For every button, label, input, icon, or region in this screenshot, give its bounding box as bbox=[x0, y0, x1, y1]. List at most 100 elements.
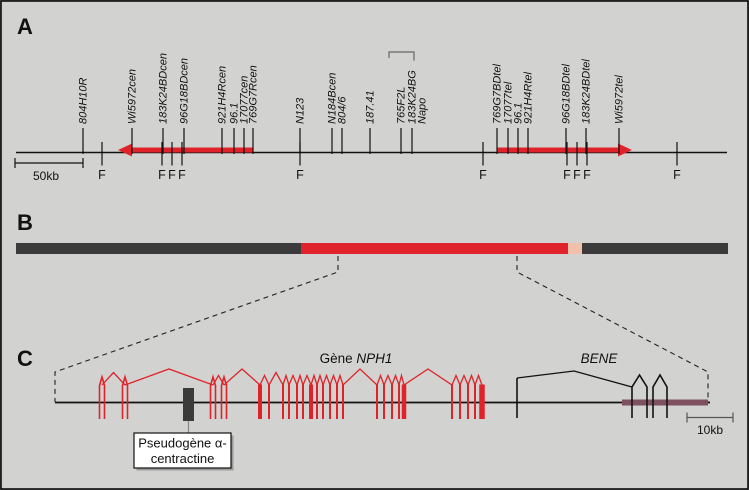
f-label: F bbox=[673, 168, 681, 182]
marker-label: Wi5972cen bbox=[127, 69, 139, 124]
marker-label: 769G7Rcen bbox=[248, 65, 260, 124]
arrowhead-left-icon bbox=[118, 143, 132, 157]
gene-nph1-prefix: Gène bbox=[320, 351, 357, 366]
zoom-dashed-connectors bbox=[54, 256, 709, 402]
marker-label: N184Bcen bbox=[327, 73, 339, 124]
pseudogene-callout: Pseudogène α- centractine bbox=[133, 432, 234, 471]
marker-label: 183K24BDcen bbox=[158, 53, 170, 124]
nph1-intron-chevron bbox=[322, 373, 331, 386]
marker-labels: 804H10R Wi5972cen 183K24BDcen 96G18BDcen 921… bbox=[78, 53, 626, 124]
nph1-intron-chevron bbox=[223, 368, 261, 386]
f-label: F bbox=[168, 168, 176, 182]
f-label: F bbox=[178, 168, 186, 182]
pseudogene-label-line1: Pseudogène α- bbox=[138, 436, 226, 451]
nph1-intron-chevron bbox=[474, 373, 483, 386]
nph1-intron-chevron bbox=[329, 373, 338, 386]
nph1-intron-chevron bbox=[302, 373, 312, 386]
nph1-intron-chevron bbox=[383, 373, 393, 386]
f-label: F bbox=[573, 168, 581, 182]
marker-label: 183K24BG bbox=[407, 70, 419, 124]
nph1-intron-chevron bbox=[459, 373, 469, 386]
nph1-intron-chevron bbox=[101, 371, 126, 386]
nph1-intron-chevron bbox=[288, 373, 298, 386]
marker-label: 921H4Rcen bbox=[217, 66, 229, 124]
marker-label: 183K24BDtel bbox=[581, 59, 593, 124]
marker-label: 17077cen bbox=[239, 76, 251, 124]
contig-segment-dark_bar bbox=[582, 243, 728, 254]
panel-c-letter: C bbox=[17, 346, 33, 371]
marker-label: 769G7BDtel bbox=[492, 64, 504, 124]
marker-label: Wi5972tel bbox=[614, 75, 626, 124]
panel-c: C Gène NPH1 BENE Pseudogène α- centracti… bbox=[17, 346, 734, 471]
nph1-intron-chevron bbox=[296, 373, 304, 386]
scalebar-10kb: 10kb bbox=[686, 412, 734, 437]
nph1-exon-house bbox=[209, 374, 217, 419]
marker-label: 921H4Rtel bbox=[523, 71, 535, 124]
nph1-intron-chevron bbox=[398, 372, 405, 386]
f-label: F bbox=[563, 168, 571, 182]
gene-bene-structure bbox=[516, 370, 668, 418]
bene-exon-house bbox=[652, 373, 668, 418]
pseudogene-callout-box bbox=[133, 432, 232, 469]
scalebar-50kb: 50kb bbox=[14, 158, 84, 183]
nph1-intron-chevron bbox=[467, 373, 476, 386]
nph1-intron-chevron bbox=[268, 371, 284, 386]
marker-label: 765F2L bbox=[396, 87, 408, 124]
marker-label: Napo bbox=[417, 98, 429, 124]
marker-label: 96G18BDtel bbox=[561, 64, 573, 124]
marker-label: 187.41 bbox=[365, 90, 377, 124]
nph1-exon-house bbox=[220, 374, 228, 419]
nph1-intron-chevron bbox=[310, 373, 318, 386]
marker-label: 804/6 bbox=[337, 96, 349, 124]
scalebar-label: 10kb bbox=[697, 423, 723, 437]
scalebar-label: 50kb bbox=[33, 169, 59, 183]
f-label: F bbox=[583, 168, 591, 182]
contig-segment-pink bbox=[568, 243, 582, 254]
nph1-intron-chevron bbox=[451, 373, 461, 386]
nph1-exon-house bbox=[121, 374, 129, 419]
nph1-intron-chevron bbox=[282, 373, 290, 386]
panel-b: B bbox=[16, 210, 728, 402]
maroon-segment-bar bbox=[622, 399, 708, 406]
bene-exon-house bbox=[631, 373, 648, 418]
marker-group-bracket bbox=[388, 51, 415, 61]
gene-nph1-title: Gène NPH1 bbox=[320, 351, 393, 366]
marker-label: 804H10R bbox=[78, 77, 90, 124]
gene-nph1-name: NPH1 bbox=[356, 351, 392, 366]
marker-label: 96.1 bbox=[229, 103, 241, 124]
nph1-intron-chevron bbox=[259, 373, 270, 386]
pseudogene-label-line2: centractine bbox=[151, 451, 215, 466]
nph1-intron-chevron bbox=[336, 373, 344, 386]
dashed-connector bbox=[516, 256, 709, 402]
f-label: F bbox=[158, 168, 166, 182]
nph1-intron-chevron bbox=[403, 368, 453, 386]
pseudogene-box bbox=[183, 388, 194, 421]
marker-label: 96.1 bbox=[513, 103, 525, 124]
bene-intron-line bbox=[516, 370, 633, 388]
arrowhead-right-icon bbox=[618, 143, 632, 157]
nph1-intron-chevron bbox=[391, 373, 400, 386]
panel-b-letter: B bbox=[17, 210, 33, 235]
nph1-intron-chevron bbox=[342, 368, 378, 386]
f-label: F bbox=[479, 168, 487, 182]
dashed-connector bbox=[54, 256, 339, 402]
nph1-intron-chevron bbox=[124, 368, 214, 386]
marker-label: 96G18BDcen bbox=[179, 58, 191, 124]
contig-segment-dark_bar bbox=[16, 243, 301, 254]
panel-a: A 50kb 804H10R Wi5972cen 183K24BDcen 96G18B… bbox=[14, 14, 727, 183]
gene-nph1-structure bbox=[98, 368, 485, 419]
centromere-telomere-arrows bbox=[118, 143, 632, 157]
contig-segment-red bbox=[301, 243, 568, 254]
contig-bar bbox=[16, 243, 728, 254]
marker-label: N123 bbox=[295, 97, 307, 124]
nph1-exon-house bbox=[98, 374, 106, 419]
nph1-intron-chevron bbox=[316, 373, 324, 386]
f-label: F bbox=[296, 168, 304, 182]
nph1-intron-chevron bbox=[376, 373, 385, 386]
f-label: F bbox=[98, 168, 106, 182]
gene-bene-title: BENE bbox=[581, 351, 619, 366]
marker-label: 17077tel bbox=[503, 81, 515, 124]
